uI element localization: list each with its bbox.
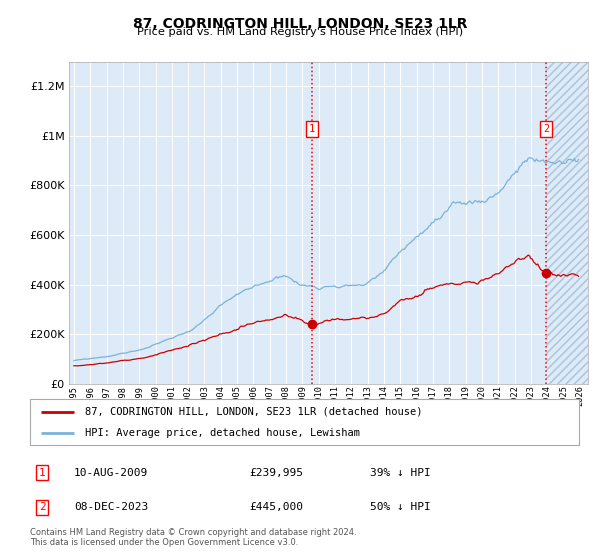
Text: 50% ↓ HPI: 50% ↓ HPI (370, 502, 431, 512)
Text: 39% ↓ HPI: 39% ↓ HPI (370, 468, 431, 478)
Text: 2: 2 (543, 124, 549, 134)
Bar (546, 62, 588, 384)
Text: 1: 1 (39, 468, 46, 478)
Text: 87, CODRINGTON HILL, LONDON, SE23 1LR (detached house): 87, CODRINGTON HILL, LONDON, SE23 1LR (d… (85, 407, 422, 417)
Text: Price paid vs. HM Land Registry's House Price Index (HPI): Price paid vs. HM Land Registry's House … (137, 27, 463, 37)
Text: Contains HM Land Registry data © Crown copyright and database right 2024.
This d: Contains HM Land Registry data © Crown c… (30, 528, 356, 547)
Text: 1: 1 (309, 124, 316, 134)
Text: HPI: Average price, detached house, Lewisham: HPI: Average price, detached house, Lewi… (85, 428, 360, 438)
Text: 10-AUG-2009: 10-AUG-2009 (74, 468, 148, 478)
Text: 08-DEC-2023: 08-DEC-2023 (74, 502, 148, 512)
Text: 2: 2 (39, 502, 46, 512)
Text: £445,000: £445,000 (250, 502, 304, 512)
Text: 87, CODRINGTON HILL, LONDON, SE23 1LR: 87, CODRINGTON HILL, LONDON, SE23 1LR (133, 17, 467, 31)
Text: £239,995: £239,995 (250, 468, 304, 478)
